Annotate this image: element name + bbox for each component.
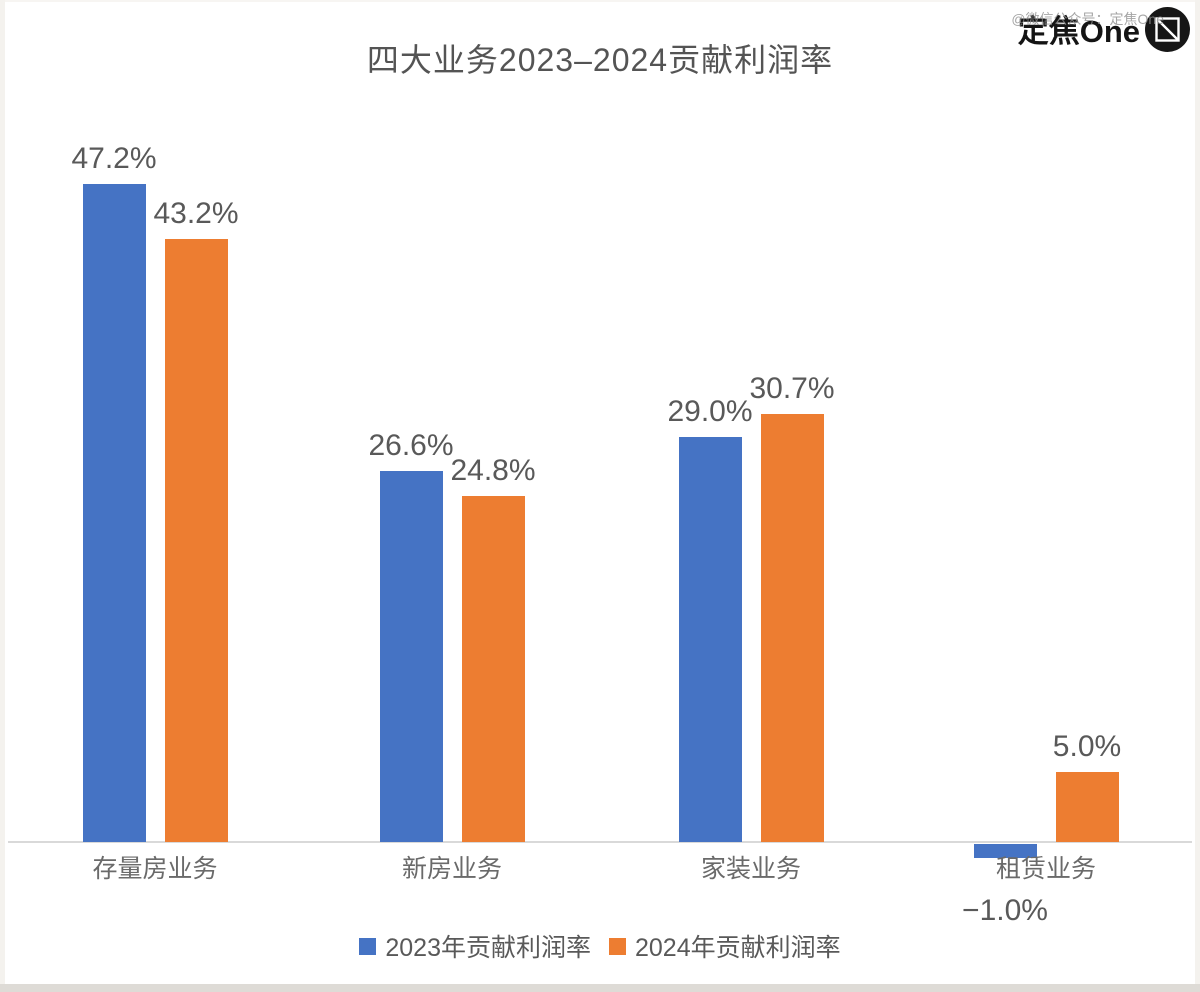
- category-label-存量房业务: 存量房业务: [92, 855, 218, 883]
- data-label-存量房业务-2024年贡献利润率: 43.2%: [153, 197, 239, 231]
- bar-租赁业务-2023年贡献利润率: [973, 844, 1037, 858]
- legend-swatch-icon: [359, 937, 377, 955]
- data-label-家装业务-2024年贡献利润率: 30.7%: [749, 371, 835, 405]
- legend-swatch-icon: [609, 937, 626, 955]
- data-label-存量房业务-2023年贡献利润率: 47.2%: [71, 141, 157, 175]
- data-label-家装业务-2023年贡献利润率: 29.0%: [667, 395, 753, 429]
- watermark-text: @微信公众号：定焦One: [1011, 11, 1164, 27]
- data-label-租赁业务-2024年贡献利润率: 5.0%: [1052, 730, 1122, 764]
- chart-title: 四大业务2023–2024贡献利润率: [366, 42, 834, 78]
- brand-logo-text: 定焦One: [1017, 14, 1140, 49]
- category-label-新房业务: 新房业务: [401, 855, 502, 883]
- legend-item-2024年贡献利润率: 2024年贡献利润率: [609, 928, 841, 964]
- chart-legend: 2023年贡献利润率 2024年贡献利润率: [0, 928, 1200, 964]
- legend-item-2023年贡献利润率: 2023年贡献利润率: [359, 928, 591, 964]
- legend-label: 2024年贡献利润率: [635, 934, 841, 962]
- bar-新房业务-2023年贡献利润率: [379, 470, 443, 842]
- bar-存量房业务-2024年贡献利润率: [164, 239, 228, 842]
- category-label-家装业务: 家装业务: [700, 855, 801, 883]
- legend-label: 2023年贡献利润率: [385, 934, 591, 962]
- bar-新房业务-2024年贡献利润率: [461, 496, 525, 842]
- data-label-租赁业务-2023年贡献利润率: −1.0%: [962, 893, 1048, 927]
- brand-logo: 定焦One: [1018, 5, 1192, 59]
- data-label-新房业务-2024年贡献利润率: 24.8%: [450, 454, 536, 488]
- category-label-租赁业务: 租赁业务: [995, 855, 1096, 883]
- focus-frame-icon: [1143, 5, 1192, 59]
- bar-存量房业务-2023年贡献利润率: [82, 183, 146, 842]
- bar-租赁业务-2024年贡献利润率: [1055, 772, 1119, 842]
- bar-家装业务-2024年贡献利润率: [760, 413, 824, 842]
- x-axis-line: [8, 841, 1192, 843]
- bar-家装业务-2023年贡献利润率: [678, 437, 742, 842]
- data-label-新房业务-2023年贡献利润率: 26.6%: [368, 428, 454, 462]
